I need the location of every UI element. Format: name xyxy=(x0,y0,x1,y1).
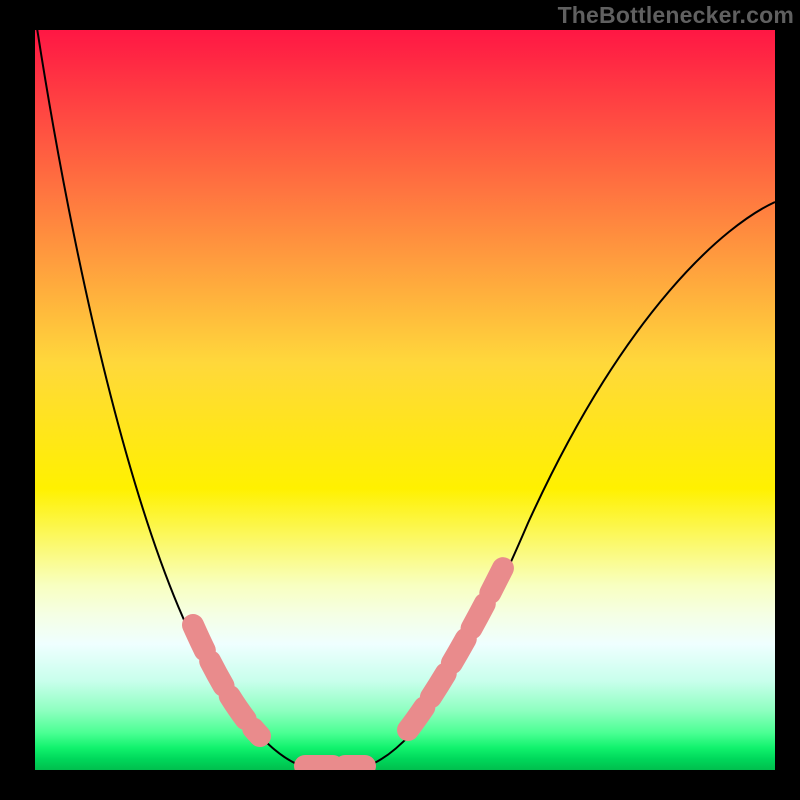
plot-svg xyxy=(35,30,775,770)
plot-area xyxy=(35,30,775,770)
gradient-background xyxy=(35,30,775,770)
chart-root: TheBottlenecker.com xyxy=(0,0,800,800)
watermark-text: TheBottlenecker.com xyxy=(558,2,794,29)
